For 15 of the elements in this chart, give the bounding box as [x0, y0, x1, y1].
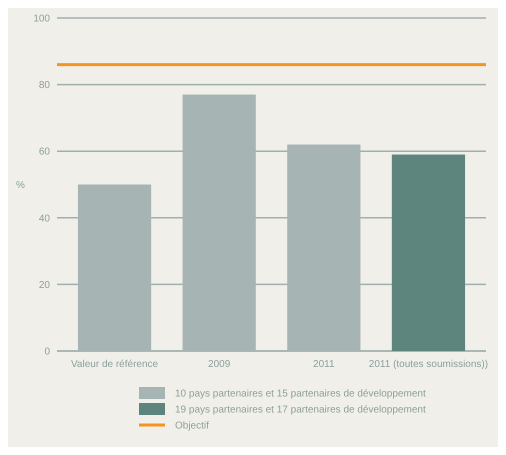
- x-tick-label: 2009: [208, 359, 231, 370]
- legend-label: Objectif: [175, 420, 210, 432]
- legend-label: 19 pays partenaires et 17 partenaires de développement: [175, 404, 426, 416]
- y-axis-title: %: [16, 180, 25, 191]
- x-tick-label: 2011: [313, 359, 335, 370]
- y-tick-label: 20: [38, 280, 50, 291]
- y-tick-label: 0: [44, 346, 50, 358]
- y-tick-label: 100: [33, 14, 50, 24]
- bar: [392, 154, 466, 351]
- y-tick-label: 60: [38, 146, 50, 158]
- y-tick-label: 40: [38, 213, 50, 224]
- x-tick-label: 2011 (toutes soumissions)): [368, 359, 488, 370]
- legend-label: 10 pays partenaires et 15 partenaires de développement: [175, 388, 426, 400]
- x-tick-label: Valeur de référence: [71, 359, 159, 370]
- y-tick-label: 80: [38, 80, 50, 92]
